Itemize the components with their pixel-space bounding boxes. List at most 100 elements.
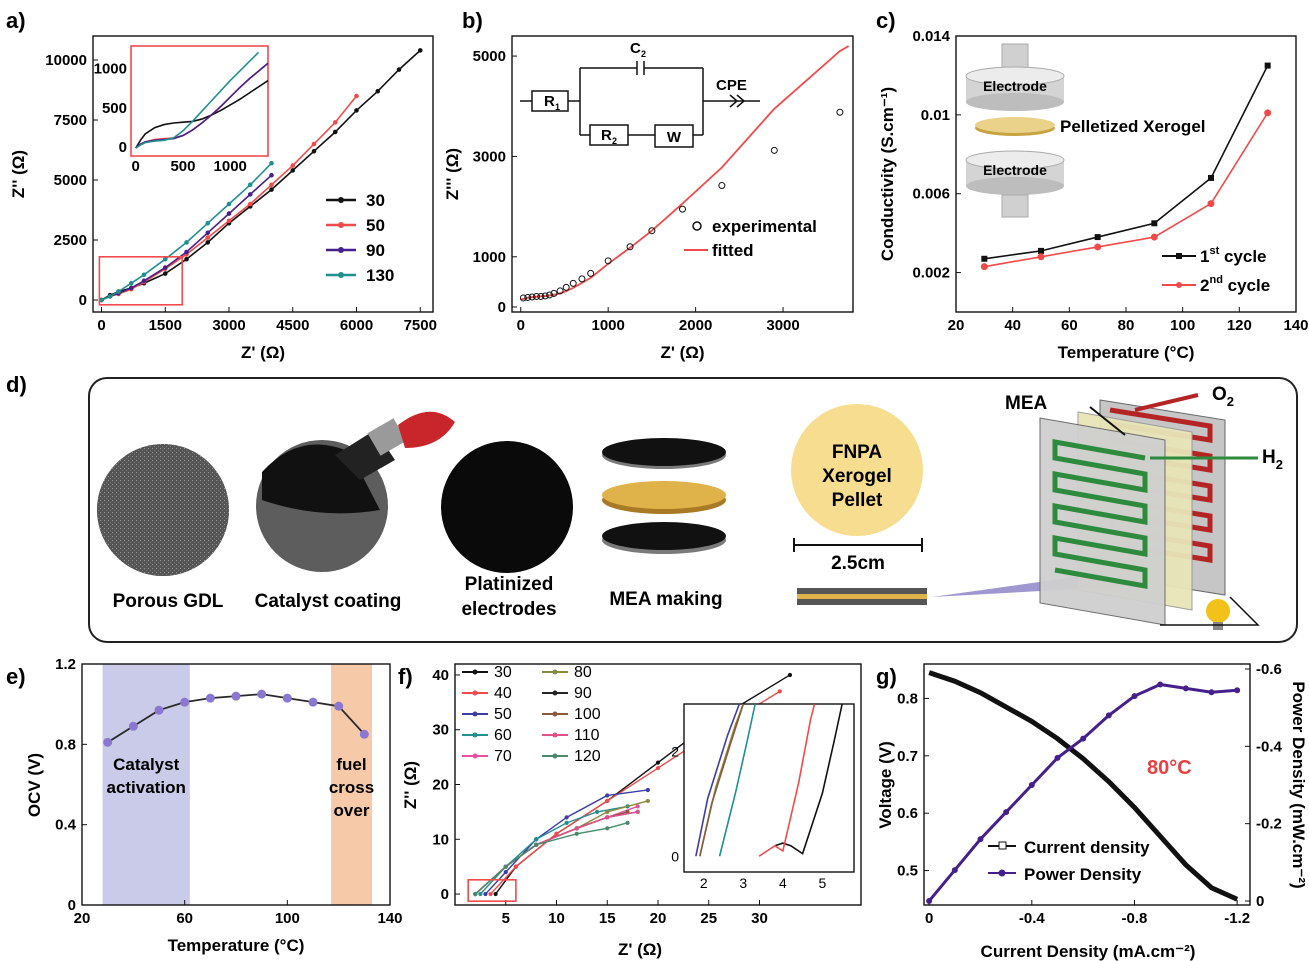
data-point-60 (478, 891, 483, 897)
legend-marker-130 (338, 272, 344, 278)
zoom-box (98, 255, 184, 306)
series-line-2 (984, 112, 1269, 268)
inset-x-tick-label: 4 (779, 875, 787, 891)
legend-label-30: 30 (494, 664, 512, 681)
legend-label-fitted: fitted (712, 241, 754, 260)
experimental-point (528, 293, 536, 301)
y-tick-label: 0.014 (912, 28, 950, 45)
inset-series-line (699, 703, 745, 857)
data-point-30 (493, 891, 498, 897)
experimental-point (519, 294, 527, 302)
y-tick-label: 0.01 (921, 107, 950, 124)
xerogel-disc (975, 117, 1055, 133)
inset-y-tick-label: 500 (102, 100, 127, 117)
series-line-100 (474, 811, 628, 895)
data-point-130 (205, 220, 211, 226)
step-label-platinized-1: Platinized (465, 574, 554, 595)
x-axis-label: Z' (Ω) (241, 343, 285, 362)
band-label: activation (106, 778, 185, 797)
data-point-90 (128, 285, 134, 291)
x-axis-label: Z' (Ω) (618, 940, 662, 959)
y-tick-label: 0 (79, 292, 87, 309)
data-point-90 (205, 230, 211, 236)
data-point-90 (247, 192, 253, 197)
data-point-90 (184, 249, 189, 255)
x-tick-label: 5 (502, 910, 510, 927)
data-point-circle (1264, 109, 1272, 117)
data-point-90 (226, 211, 232, 216)
data-point-square (1264, 62, 1271, 69)
legend-marker (1176, 282, 1182, 288)
data-point-circle (1150, 233, 1158, 241)
data-point-50 (605, 793, 610, 798)
y-tick-label: 0.006 (912, 186, 950, 203)
data-point-square (1094, 234, 1101, 241)
y-tick-label: 0 (441, 886, 449, 903)
data-point-50 (247, 201, 253, 207)
inset-x-tick-label: 500 (170, 158, 195, 175)
legend-marker-120 (552, 753, 558, 759)
x-axis-label: Z' (Ω) (660, 343, 704, 362)
y-tick-label: 5000 (54, 172, 87, 189)
electrode-top-bottom (966, 93, 1064, 111)
x-tick-label: 2000 (679, 317, 712, 334)
step-label-mea: MEA making (609, 589, 722, 610)
voltage-curve (928, 670, 1239, 902)
electrode-top-label: Electrode (983, 78, 1047, 94)
data-point-40 (655, 765, 661, 771)
inset-frame (130, 45, 269, 157)
resistor-r1-label: R (544, 93, 555, 110)
inset-series-line (695, 703, 741, 857)
y-tick-label: 20 (432, 777, 449, 794)
data-point-50 (483, 891, 488, 897)
data-point-130 (128, 280, 134, 286)
y-tick-label: 0.5 (897, 863, 918, 880)
x-tick-label: 1000 (591, 317, 624, 334)
data-point-90 (162, 265, 168, 270)
legend-label-1: 1st cycle (1200, 245, 1267, 266)
data-point-30 (375, 88, 381, 94)
scale-label: 2.5cm (831, 553, 885, 574)
chart-a: 0 1500 3000 4500 6000 7500025005000750010000Z… (9, 35, 437, 362)
data-point-30 (184, 256, 189, 262)
data-point-120 (503, 864, 508, 869)
y-tick-label: 7500 (54, 112, 87, 129)
plot-frame (511, 35, 854, 313)
y-tick-label: 1.2 (55, 656, 76, 673)
x-tick-label: 40 (1004, 317, 1021, 334)
x-tick-label: 20 (948, 317, 965, 334)
legend-label-current: Current density (1024, 838, 1150, 857)
data-point-60 (564, 820, 569, 825)
x-axis-label: Current Density (mA.cm⁻²) (981, 942, 1196, 961)
x-tick-label: 0 (517, 317, 525, 334)
x-tick-label: 1500 (149, 317, 182, 334)
inset-series-line (774, 703, 843, 855)
legend-marker-100 (552, 711, 558, 717)
series-line-90 (101, 174, 273, 301)
inset-y-tick-label: 0 (119, 139, 127, 156)
inset-y-tick-label: 1000 (94, 61, 127, 78)
thin-mea-icon (797, 588, 927, 605)
x-tick-label: 100 (1170, 317, 1195, 334)
y-tick-label: 0.4 (55, 817, 77, 834)
y-tick-label: 0.6 (897, 805, 918, 822)
series-line-120 (474, 822, 628, 895)
step-label-catalyst: Catalyst coating (255, 591, 402, 612)
y-right-tick-label: 0 (1256, 893, 1264, 910)
data-point-40 (513, 864, 519, 869)
data-point-30 (396, 67, 402, 72)
ocv-point (103, 737, 113, 747)
inset-frame (683, 703, 855, 873)
panel-label-b: b) (462, 8, 483, 33)
legend-marker-40 (472, 690, 478, 696)
legend-label-40: 40 (494, 685, 512, 702)
zoom-box (467, 879, 517, 902)
inset-series-line (135, 51, 260, 149)
data-point-50 (205, 235, 211, 240)
legend-marker-50 (472, 711, 478, 717)
electrode-bottom-bottom (966, 177, 1064, 195)
ocv-point (257, 689, 267, 699)
ocv-point (359, 729, 369, 739)
data-point-60 (534, 837, 539, 842)
legend-marker-30 (338, 197, 344, 203)
